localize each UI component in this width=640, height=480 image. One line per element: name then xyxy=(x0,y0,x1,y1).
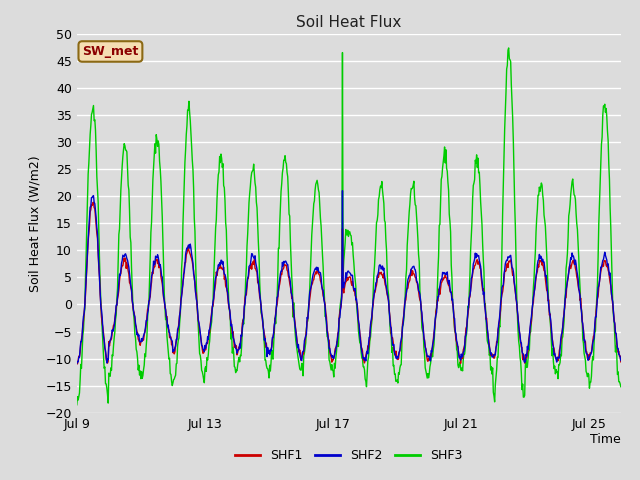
Title: Soil Heat Flux: Soil Heat Flux xyxy=(296,15,401,30)
Text: SW_met: SW_met xyxy=(82,45,139,58)
Y-axis label: Soil Heat Flux (W/m2): Soil Heat Flux (W/m2) xyxy=(28,155,42,291)
Legend: SHF1, SHF2, SHF3: SHF1, SHF2, SHF3 xyxy=(230,444,467,467)
X-axis label: Time: Time xyxy=(590,433,621,446)
